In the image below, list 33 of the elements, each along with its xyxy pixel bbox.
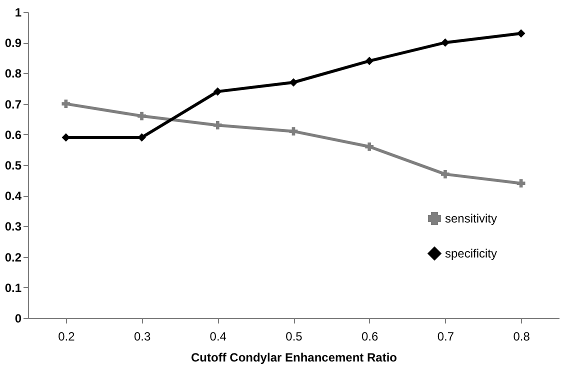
x-tick-label: 0.5 [286, 330, 303, 344]
x-tick-label: 0.3 [134, 330, 151, 344]
legend-label: specificity [445, 246, 498, 260]
legend-label: sensitivity [445, 212, 498, 226]
y-tick-label: 0.4 [4, 189, 22, 204]
point [289, 78, 298, 87]
x-tick-label: 0.8 [513, 330, 530, 344]
y-tick-label: 0.2 [4, 250, 22, 264]
point [365, 142, 374, 151]
point [62, 100, 70, 108]
y-tick-label: 0.9 [4, 36, 22, 50]
y-tick-label: 0.8 [4, 66, 22, 81]
point [289, 127, 298, 136]
x-tick-label: 0.6 [362, 330, 379, 344]
x-tick-label: 0.7 [437, 330, 454, 344]
x-tick-label: 0.4 [210, 330, 227, 344]
x-axis-title: Cutoff Condylar Enhancement Ratio [190, 350, 398, 364]
y-tick-label: 0.5 [4, 158, 22, 172]
y-tick-label: 0 [14, 312, 22, 326]
point [365, 56, 374, 66]
y-tick-label: 0.1 [4, 280, 22, 295]
point [213, 87, 222, 96]
point [441, 170, 450, 178]
y-tick-label: 0.7 [4, 97, 22, 112]
point [138, 112, 146, 120]
point [213, 121, 222, 130]
x-tick-label: 0.2 [58, 330, 76, 344]
point [516, 29, 526, 38]
y-tick-label: 0.3 [4, 220, 22, 234]
point [516, 179, 526, 188]
point [441, 38, 450, 47]
y-tick-label: 1 [14, 6, 22, 20]
y-tick-label: 0.6 [4, 128, 22, 142]
